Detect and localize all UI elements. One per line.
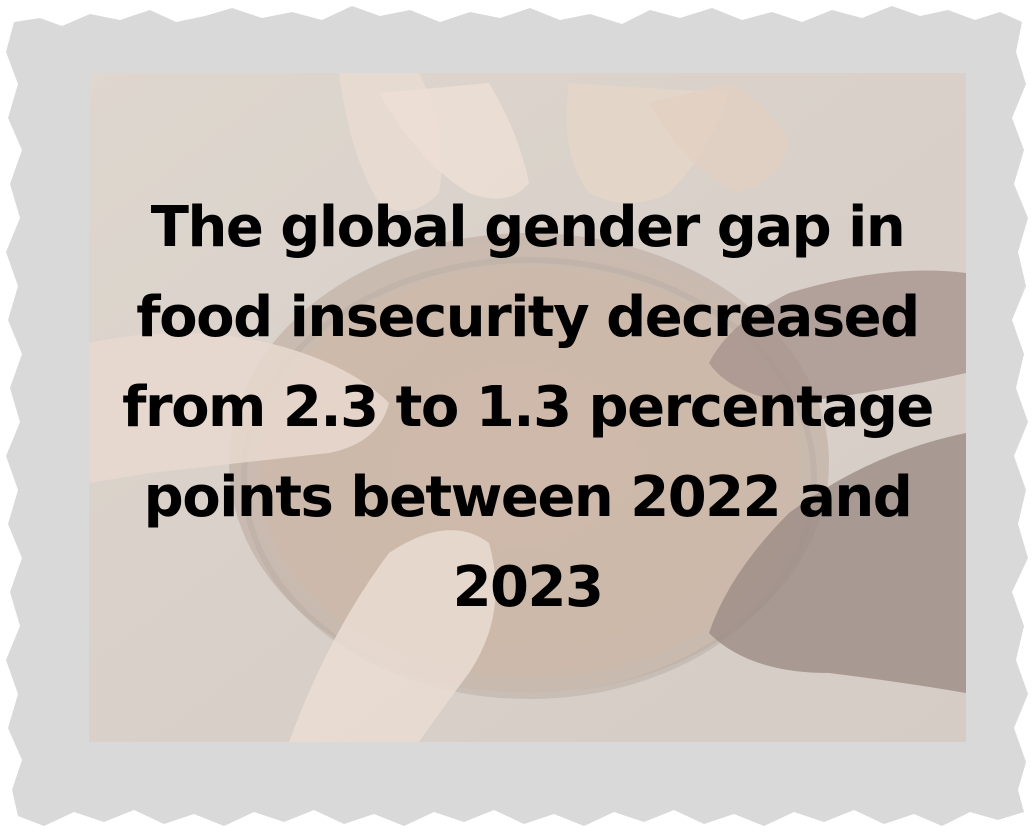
headline-text: The global gender gap in food insecurity… <box>122 194 934 620</box>
headline-container: The global gender gap in food insecurity… <box>89 73 966 742</box>
hands-and-bowl-photo: The global gender gap in food insecurity… <box>89 73 966 742</box>
shared-bowl-hands-photo-icon <box>89 73 966 742</box>
